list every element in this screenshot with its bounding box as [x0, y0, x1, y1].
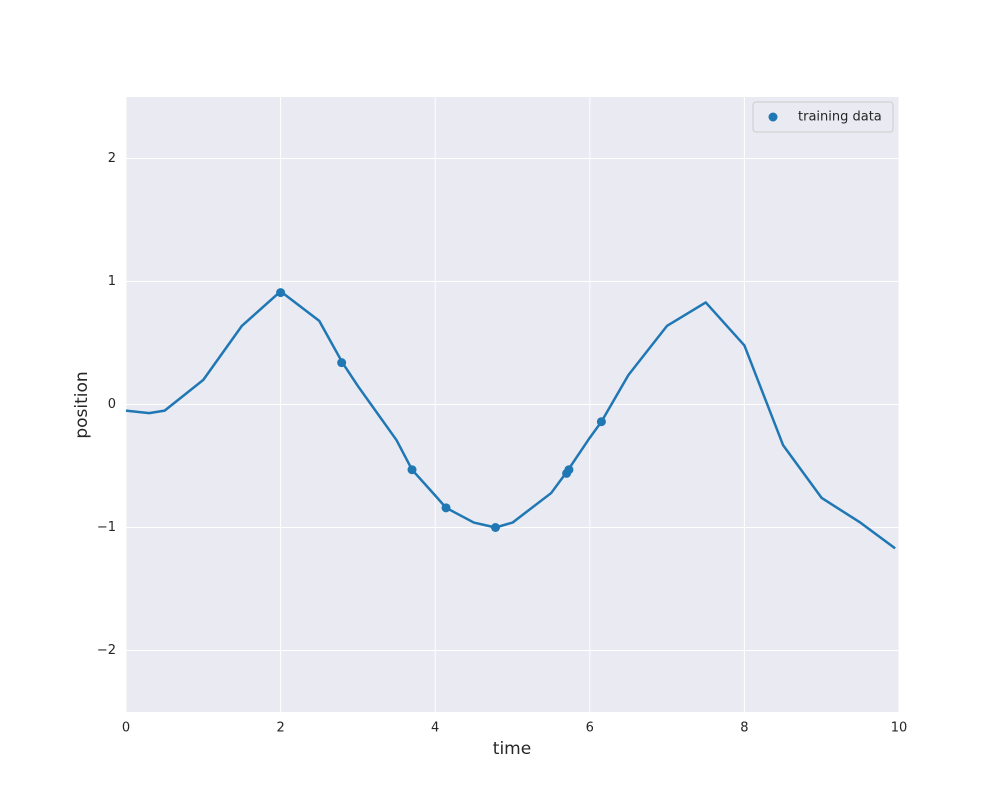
- y-tick-label: 1: [108, 274, 116, 289]
- legend-label: training data: [798, 110, 882, 125]
- legend-marker: [768, 112, 778, 122]
- y-axis-label: position: [72, 371, 92, 438]
- x-tick-label: 4: [431, 721, 439, 736]
- y-tick-label: −2: [97, 643, 116, 658]
- y-tick-label: 0: [108, 397, 116, 412]
- point: [407, 465, 417, 475]
- x-axis-label: time: [493, 739, 531, 759]
- x-tick-label: 0: [122, 721, 130, 736]
- marks: [125, 288, 896, 550]
- x-tick-label: 6: [586, 721, 594, 736]
- legend-box: [752, 101, 894, 133]
- y-tick-label: −1: [97, 520, 116, 535]
- point: [490, 523, 500, 532]
- point: [441, 503, 451, 513]
- legend: training data: [752, 101, 894, 133]
- point: [276, 288, 286, 298]
- point: [564, 465, 574, 475]
- grid: [125, 97, 900, 712]
- y-tick-label: 2: [108, 151, 116, 166]
- x-tick-label: 10: [891, 721, 908, 736]
- point: [337, 358, 347, 368]
- point: [596, 417, 606, 427]
- line: [125, 290, 896, 550]
- x-tick-label: 8: [740, 721, 748, 736]
- x-tick-label: 2: [276, 721, 284, 736]
